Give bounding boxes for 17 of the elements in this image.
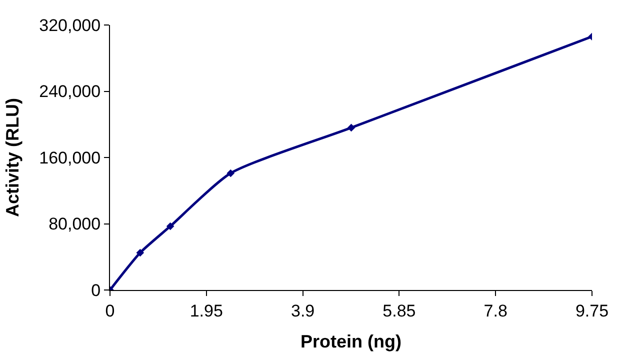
point	[136, 248, 144, 257]
x-tick-label: 1.95	[190, 301, 223, 320]
point	[166, 222, 174, 230]
x-tick-label: 7.8	[484, 301, 508, 320]
x-tick-label: 3.9	[290, 301, 315, 320]
point	[226, 169, 235, 178]
y-tick-label: 240,000	[39, 82, 101, 102]
x-tick-label: 5.85	[382, 301, 416, 320]
point	[347, 124, 356, 132]
x-tick-label: 9.75	[575, 301, 609, 320]
y-tick-label: 160,000	[39, 148, 101, 168]
y-tick-label: 80,000	[48, 214, 101, 234]
x-axis-title: Protein (ng)	[300, 332, 402, 352]
x-tick-label: 0	[105, 301, 115, 320]
y-tick-label: 320,000	[39, 16, 101, 35]
y-tick-label: 0	[91, 280, 101, 300]
y-axis-title: Activity (RLU)	[2, 98, 22, 218]
